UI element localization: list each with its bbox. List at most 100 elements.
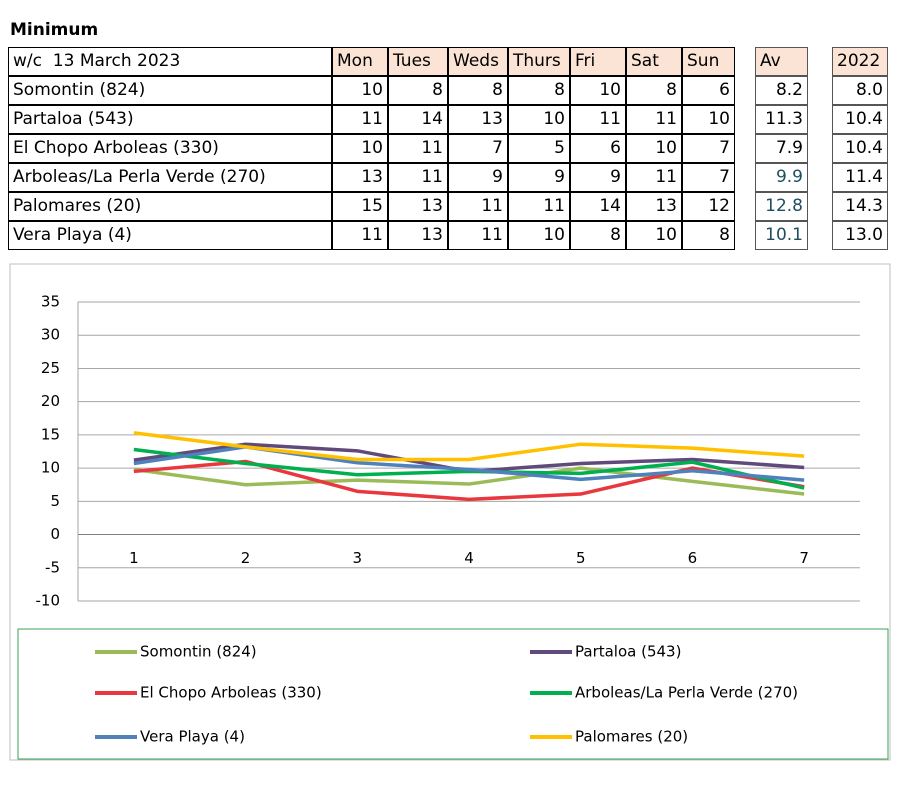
y-tick-label: -5 bbox=[45, 558, 60, 576]
header-cell: 2022 bbox=[832, 47, 888, 76]
x-tick-label: 3 bbox=[353, 549, 363, 567]
table-cell: 9 bbox=[508, 163, 570, 192]
table-cell: 8 bbox=[682, 221, 735, 250]
table-cell: 14 bbox=[388, 105, 448, 134]
table-cell: 11 bbox=[332, 221, 388, 250]
header-cell: Sun bbox=[682, 47, 735, 76]
legend-label: Partaloa (543) bbox=[575, 643, 681, 661]
table-cell: 5 bbox=[508, 134, 570, 163]
x-tick-label: 2 bbox=[241, 549, 251, 567]
table-cell: 11.3 bbox=[755, 105, 808, 134]
table-cell: 10 bbox=[570, 76, 626, 105]
table-cell: Partaloa (543) bbox=[8, 105, 332, 134]
table-cell: 13 bbox=[448, 105, 508, 134]
series-line bbox=[133, 466, 805, 496]
x-tick-label: 6 bbox=[688, 549, 698, 567]
table-cell: El Chopo Arboleas (330) bbox=[8, 134, 332, 163]
legend-label: Palomares (20) bbox=[575, 728, 688, 746]
y-tick-label: -10 bbox=[36, 592, 61, 610]
table-cell: 11 bbox=[388, 163, 448, 192]
x-tick-label: 1 bbox=[129, 549, 139, 567]
x-tick-label: 5 bbox=[576, 549, 586, 567]
table-cell: 11 bbox=[332, 105, 388, 134]
table-cell: 11 bbox=[508, 192, 570, 221]
legend-label: Arboleas/La Perla Verde (270) bbox=[575, 684, 798, 702]
header-cell: Mon bbox=[332, 47, 388, 76]
table-cell: 10.4 bbox=[832, 134, 888, 163]
table-cell: 13 bbox=[388, 221, 448, 250]
table-cell: 10.1 bbox=[755, 221, 808, 250]
table-cell: 8 bbox=[626, 76, 682, 105]
chart-frame bbox=[9, 263, 891, 761]
y-tick-label: 0 bbox=[50, 525, 60, 543]
table-cell: 6 bbox=[682, 76, 735, 105]
y-tick-label: 5 bbox=[50, 492, 60, 510]
header-cell: Tues bbox=[388, 47, 448, 76]
y-tick-label: 10 bbox=[41, 459, 60, 477]
table-cell: 14.3 bbox=[832, 192, 888, 221]
header-cell: Weds bbox=[448, 47, 508, 76]
y-tick-label: 30 bbox=[41, 326, 60, 344]
table-cell: 13 bbox=[626, 192, 682, 221]
y-tick-label: 20 bbox=[41, 392, 60, 410]
y-tick-label: 15 bbox=[41, 425, 60, 443]
table-cell: 11 bbox=[448, 221, 508, 250]
series-line bbox=[133, 459, 805, 502]
table-cell: 9.9 bbox=[755, 163, 808, 192]
table-cell: 12 bbox=[682, 192, 735, 221]
header-cell: Sat bbox=[626, 47, 682, 76]
table-cell: 6 bbox=[570, 134, 626, 163]
header-cell: Av bbox=[755, 47, 808, 76]
table-cell: 10 bbox=[332, 134, 388, 163]
table-cell: 14 bbox=[570, 192, 626, 221]
series-line bbox=[133, 447, 805, 490]
table-cell: 10 bbox=[508, 221, 570, 250]
series-line bbox=[133, 431, 805, 462]
table-cell: 11 bbox=[448, 192, 508, 221]
table-cell: 10.4 bbox=[832, 105, 888, 134]
table-cell: 10 bbox=[626, 134, 682, 163]
header-cell: Fri bbox=[570, 47, 626, 76]
table-cell: 8.0 bbox=[832, 76, 888, 105]
table-cell: 13 bbox=[388, 192, 448, 221]
table-cell: 13.0 bbox=[832, 221, 888, 250]
table-cell: 8.2 bbox=[755, 76, 808, 105]
table-cell: Vera Playa (4) bbox=[8, 221, 332, 250]
table-cell: 10 bbox=[682, 105, 735, 134]
table-cell: 12.8 bbox=[755, 192, 808, 221]
table-cell: 8 bbox=[570, 221, 626, 250]
table-cell: 7 bbox=[682, 163, 735, 192]
table-cell: 10 bbox=[332, 76, 388, 105]
table-cell: 11 bbox=[626, 105, 682, 134]
table-cell: 10 bbox=[626, 221, 682, 250]
table-cell: 13 bbox=[332, 163, 388, 192]
table-cell: 7.9 bbox=[755, 134, 808, 163]
legend-box bbox=[17, 628, 889, 760]
y-tick-label: 25 bbox=[41, 359, 60, 377]
table-cell: 7 bbox=[448, 134, 508, 163]
table-cell: 15 bbox=[332, 192, 388, 221]
legend-label: El Chopo Arboleas (330) bbox=[140, 684, 322, 702]
table-cell: Arboleas/La Perla Verde (270) bbox=[8, 163, 332, 192]
table-cell: 9 bbox=[448, 163, 508, 192]
legend-label: Vera Playa (4) bbox=[140, 728, 245, 746]
table-cell: 11 bbox=[626, 163, 682, 192]
table-cell: 10 bbox=[508, 105, 570, 134]
table-cell: 11.4 bbox=[832, 163, 888, 192]
table-cell: 11 bbox=[570, 105, 626, 134]
x-tick-label: 7 bbox=[799, 549, 809, 567]
y-tick-label: 35 bbox=[41, 293, 60, 311]
table-cell: 7 bbox=[682, 134, 735, 163]
table-cell: 8 bbox=[448, 76, 508, 105]
sheet-title: Minimum bbox=[10, 20, 99, 40]
x-tick-label: 4 bbox=[464, 549, 474, 567]
table-cell: 11 bbox=[388, 134, 448, 163]
header-cell: Thurs bbox=[508, 47, 570, 76]
table-cell: 8 bbox=[388, 76, 448, 105]
legend-label: Somontin (824) bbox=[140, 643, 257, 661]
table-cell: 9 bbox=[570, 163, 626, 192]
header-cell: w/c 13 March 2023 bbox=[8, 47, 332, 76]
table-cell: Somontin (824) bbox=[8, 76, 332, 105]
